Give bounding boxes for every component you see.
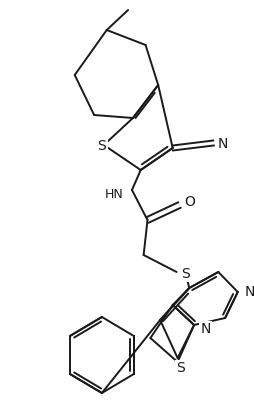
- Text: N: N: [244, 285, 254, 299]
- Text: S: S: [98, 139, 106, 153]
- Text: N: N: [201, 322, 211, 336]
- Text: S: S: [181, 267, 190, 281]
- Text: O: O: [184, 195, 195, 209]
- Text: HN: HN: [105, 188, 124, 201]
- Text: S: S: [176, 361, 185, 375]
- Text: N: N: [218, 137, 228, 151]
